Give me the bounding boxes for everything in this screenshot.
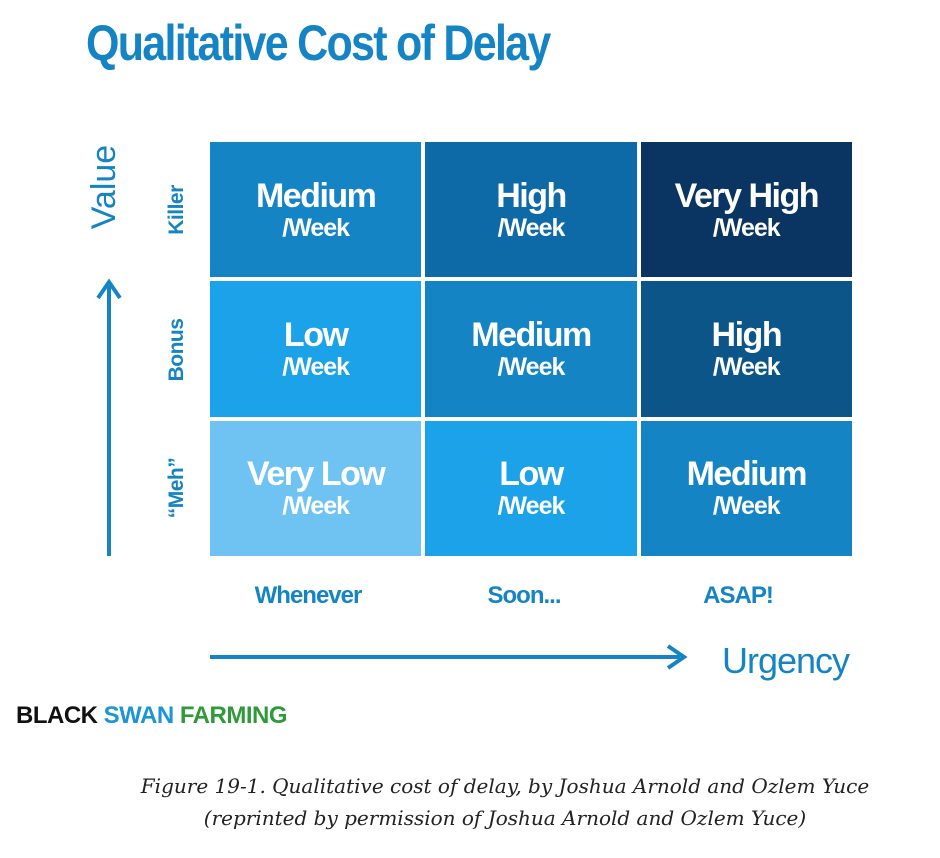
cell-killer-whenever: Medium/Week xyxy=(210,142,422,278)
black-swan-farming-logo: BLACK SWAN FARMING xyxy=(16,702,288,730)
cell-killer-asap: Very High/Week xyxy=(640,142,852,278)
cell-unit: /Week xyxy=(497,352,566,381)
cell-level: High xyxy=(496,176,567,215)
cell-bonus-asap: High/Week xyxy=(640,281,852,417)
column-label-whenever: Whenever xyxy=(254,582,363,609)
cell-meh-asap: Medium/Week xyxy=(640,420,852,556)
cell-unit: /Week xyxy=(497,492,566,521)
cell-unit: /Week xyxy=(282,352,350,381)
cell-meh-soon: Low/Week xyxy=(425,420,637,556)
cell-unit: /Week xyxy=(712,213,781,242)
column-label-soon: Soon... xyxy=(487,582,562,609)
cell-bonus-soon: Medium/Week xyxy=(425,281,637,417)
logo-part-farming: FARMING xyxy=(173,702,288,729)
cell-unit: /Week xyxy=(497,213,566,242)
cell-unit: /Week xyxy=(712,492,781,521)
cell-unit: /Week xyxy=(282,213,350,242)
cell-killer-soon: High/Week xyxy=(425,142,637,278)
cost-of-delay-matrix: Medium/Week High/Week Very High/Week Low… xyxy=(210,142,852,556)
logo-part-black: BLACK xyxy=(16,702,98,729)
x-axis-arrow xyxy=(210,644,688,670)
cell-level: High xyxy=(711,315,783,354)
figure-caption: Figure 19-1. Qualitative cost of delay, … xyxy=(0,770,940,834)
logo-part-swan: SWAN xyxy=(97,702,175,729)
page-title: Qualitative Cost of Delay xyxy=(86,15,551,71)
cell-level: Medium xyxy=(255,176,377,215)
x-axis-label: Urgency xyxy=(722,640,850,681)
cell-level: Medium xyxy=(471,315,592,354)
y-axis-arrow xyxy=(96,278,122,556)
cell-level: Medium xyxy=(686,455,808,494)
cell-unit: /Week xyxy=(282,492,350,521)
column-label-asap: ASAP! xyxy=(703,582,774,609)
cell-level: Low xyxy=(499,455,564,494)
cell-unit: /Week xyxy=(712,352,781,381)
cell-level: Low xyxy=(283,315,349,354)
cell-bonus-whenever: Low/Week xyxy=(210,281,422,417)
cell-meh-whenever: Very Low/Week xyxy=(210,420,422,556)
caption-line-2: (reprinted by permission of Joshua Arnol… xyxy=(203,806,807,830)
cell-level: Very Low xyxy=(247,455,386,494)
caption-line-1: Figure 19-1. Qualitative cost of delay, … xyxy=(140,774,870,798)
cell-level: Very High xyxy=(674,176,820,215)
